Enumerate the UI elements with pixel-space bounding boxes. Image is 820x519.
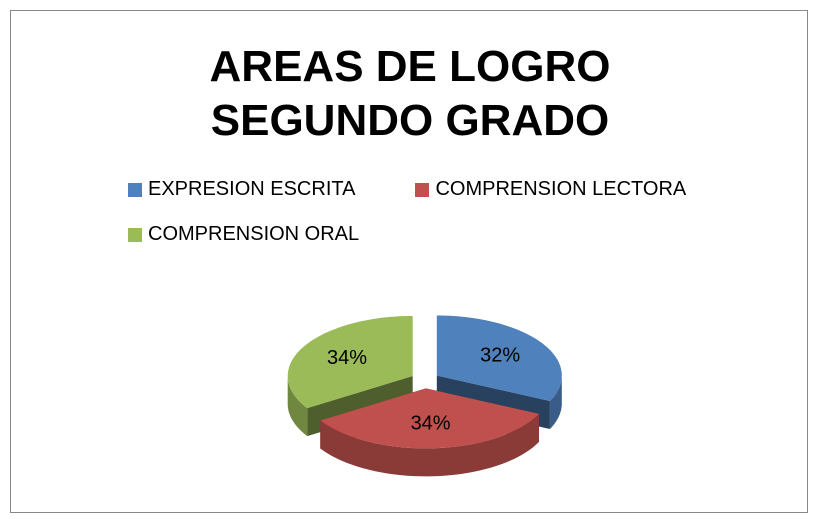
legend-swatch [128,182,142,197]
slice-top [436,315,562,401]
data-label: 32% [480,344,520,366]
legend-label: COMPRENSION LECTORA [435,178,687,200]
data-label: 34% [411,413,451,435]
legend: EXPRESION ESCRITA COMPRENSION LECTORA COMP… [128,178,768,246]
slice-wall [287,376,308,437]
legend-item: EXPRESION ESCRITA [128,178,355,201]
chart-title: AREAS DE LOGRO SEGUNDO GRADO [209,42,611,145]
legend-label: COMPRENSION ORAL [148,223,360,245]
slice-top [287,316,413,409]
legend-item: COMPRENSION ORAL [128,223,359,246]
slice-wall [549,375,562,429]
legend-swatch [128,227,142,242]
slice-top [320,388,539,449]
legend-item: COMPRENSION LECTORA [415,178,686,201]
legend-label: EXPRESION ESCRITA [148,178,356,200]
data-label: 34% [327,347,367,369]
legend-swatch [415,182,430,197]
slice-wall [320,413,539,477]
pie-slice [320,388,539,477]
chart-frame [10,10,808,513]
